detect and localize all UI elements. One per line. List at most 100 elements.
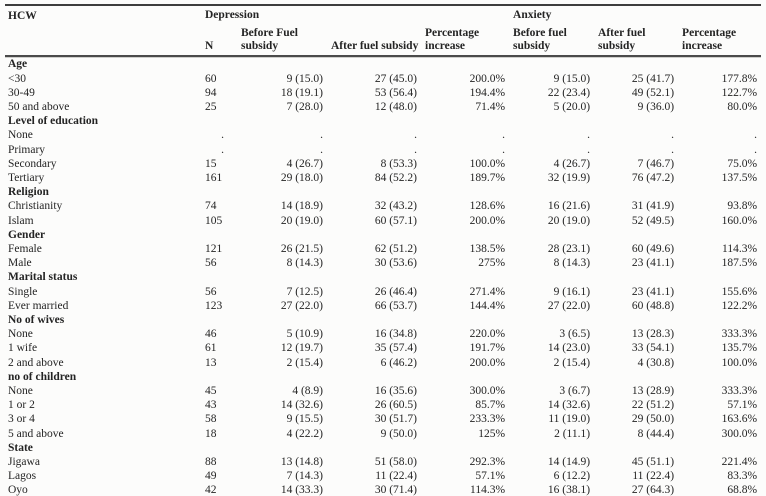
row-label: State xyxy=(8,441,33,454)
cell-n xyxy=(201,270,237,284)
cell-depression-percentage-increase: 275% xyxy=(478,257,506,270)
cell-anxiety-before xyxy=(509,185,594,199)
cell-anxiety-after xyxy=(594,56,678,71)
cell-depression-after: 30 (51.7) xyxy=(374,413,417,426)
cell-anxiety-after: 9 (36.0) xyxy=(637,101,675,113)
cell-n xyxy=(201,114,237,128)
cell-anxiety-after: 45 (51.1) xyxy=(631,456,675,469)
cell-n: 161 xyxy=(205,172,223,185)
cell-anxiety-before xyxy=(509,270,594,284)
row-label: Single xyxy=(8,285,38,298)
cell-anxiety-before: 9 (15.0) xyxy=(553,72,591,85)
row-label: Marital status xyxy=(8,271,78,284)
cell-depression-after: 62 (51.2) xyxy=(374,243,417,256)
row-label: Age xyxy=(8,58,28,71)
cell-depression-before xyxy=(237,370,327,384)
cell-depression-before xyxy=(237,114,327,128)
cell-depression-percentage-increase: 200.0% xyxy=(469,356,506,369)
cell-depression-before: 7 (28.0) xyxy=(286,101,323,113)
cell-n: 18 xyxy=(205,427,217,440)
cell-depression-percentage-increase xyxy=(421,370,509,384)
cell-anxiety-percentage-increase xyxy=(678,114,761,128)
row-label: No of wives xyxy=(8,314,65,327)
cell-anxiety-percentage-increase xyxy=(678,56,761,71)
cell-depression-after: 60 (57.1) xyxy=(374,214,417,227)
cell-depression-after xyxy=(327,370,421,384)
cell-anxiety-percentage-increase: 333.3% xyxy=(721,385,758,398)
cell-depression-after: 12 (48.0) xyxy=(374,101,417,113)
column-header-dep-before-subsidy: Before Fuel subsidy xyxy=(237,24,327,58)
cell-anxiety-before: 32 (19.9) xyxy=(547,172,591,185)
row-label: no of children xyxy=(8,370,77,383)
cell-anxiety-before: 14 (14.9) xyxy=(547,456,591,469)
table-body: Age <30 60 9 (15.0) 27 (45.0) 200.0% 9 (… xyxy=(5,56,762,496)
cell-depression-percentage-increase: 271.4% xyxy=(469,285,506,298)
cell-anxiety-after: 8 (44.4) xyxy=(637,427,675,440)
row-label: Christianity xyxy=(8,200,63,213)
cell-depression-after: 6 (46.2) xyxy=(380,356,417,369)
cell-anxiety-before xyxy=(509,313,594,327)
cell-anxiety-after: 11 (22.4) xyxy=(632,470,675,483)
table-row: <30 60 9 (15.0) 27 (45.0) 200.0% 9 (15.0… xyxy=(5,72,761,86)
cell-n: . xyxy=(221,143,224,156)
cell-depression-before: 26 (21.5) xyxy=(280,243,323,256)
cell-n: 45 xyxy=(205,385,217,398)
cell-depression-after: 27 (45.0) xyxy=(374,72,417,85)
cell-anxiety-before xyxy=(509,114,594,128)
cell-depression-after xyxy=(327,228,421,242)
cell-depression-after: 53 (56.4) xyxy=(374,86,417,99)
table-row: None 46 5 (10.9) 16 (34.8) 220.0% 3 (6.5… xyxy=(5,327,761,341)
cell-depression-before xyxy=(237,56,327,71)
cell-depression-after: 11 (22.4) xyxy=(375,470,417,483)
cell-anxiety-after xyxy=(594,185,678,199)
cell-depression-before: 14 (33.3) xyxy=(237,483,327,496)
column-group-anxiety: Anxiety xyxy=(513,9,552,21)
cell-anxiety-after: 4 (30.8) xyxy=(637,356,675,369)
table-row: Lagos 49 7 (14.3) 11 (22.4) 57.1% 6 (12.… xyxy=(5,469,761,483)
cell-anxiety-percentage-increase: 187.5% xyxy=(721,257,758,270)
cell-n: 56 xyxy=(205,257,217,270)
cell-depression-before: 27 (22.0) xyxy=(280,299,323,312)
cell-anxiety-before: 22 (23.4) xyxy=(547,86,591,99)
cell-depression-after: 9 (50.0) xyxy=(380,427,417,440)
cell-n: 94 xyxy=(205,86,217,99)
table-row: 2 and above 13 2 (15.4) 6 (46.2) 200.0% … xyxy=(5,356,761,370)
cell-depression-percentage-increase: 57.1% xyxy=(475,470,506,483)
row-label: None xyxy=(8,129,33,142)
table-row: Level of education xyxy=(5,114,761,128)
cell-anxiety-before: 6 (12.2) xyxy=(553,470,591,483)
cell-depression-after xyxy=(327,56,421,71)
cell-anxiety-percentage-increase: 221.4% xyxy=(721,456,758,469)
cell-n: 46 xyxy=(205,328,217,341)
cell-depression-after xyxy=(327,185,421,199)
cell-anxiety-before: 4 (26.7) xyxy=(553,157,591,170)
cell-depression-before: 4 (8.9) xyxy=(292,385,323,398)
table-row: Islam 105 20 (19.0) 60 (57.1) 200.0% 20 … xyxy=(5,214,761,228)
cell-anxiety-percentage-increase: 80.0% xyxy=(727,101,758,113)
cell-anxiety-after xyxy=(594,441,678,455)
cell-n: 15 xyxy=(205,157,217,170)
cell-n: 74 xyxy=(205,200,217,213)
cell-anxiety-before: 11 (19.0) xyxy=(548,413,591,426)
cell-anxiety-percentage-increase: 137.5% xyxy=(721,172,758,185)
cell-anxiety-percentage-increase xyxy=(678,370,761,384)
column-header-dep-percentage-increase: Percentage increase xyxy=(421,24,510,58)
cell-depression-after: 16 (35.6) xyxy=(374,385,417,398)
cell-n: 58 xyxy=(205,413,217,426)
cell-anxiety-after: 13 (28.9) xyxy=(631,385,675,398)
cell-depression-before: 4 (22.2) xyxy=(286,427,323,440)
cell-anxiety-after xyxy=(594,270,678,284)
cell-depression-percentage-increase: . xyxy=(502,129,506,142)
cell-depression-percentage-increase: 100.0% xyxy=(469,157,506,170)
cell-anxiety-percentage-increase: . xyxy=(754,143,758,156)
table-row: 3 or 4 58 9 (15.5) 30 (51.7) 233.3% 11 (… xyxy=(5,412,761,426)
row-label: <30 xyxy=(8,72,26,85)
table-row: Jigawa 88 13 (14.8) 51 (58.0) 292.3% 14 … xyxy=(5,455,761,469)
cell-anxiety-before: 16 (21.6) xyxy=(547,200,591,213)
cell-depression-after xyxy=(327,441,421,455)
cell-depression-after: . xyxy=(414,129,417,142)
cell-depression-before: 12 (19.7) xyxy=(280,342,323,355)
cell-n xyxy=(201,228,237,242)
cell-depression-before: 29 (18.0) xyxy=(280,172,323,185)
table-row: Primary . . . . . . . xyxy=(5,143,761,157)
